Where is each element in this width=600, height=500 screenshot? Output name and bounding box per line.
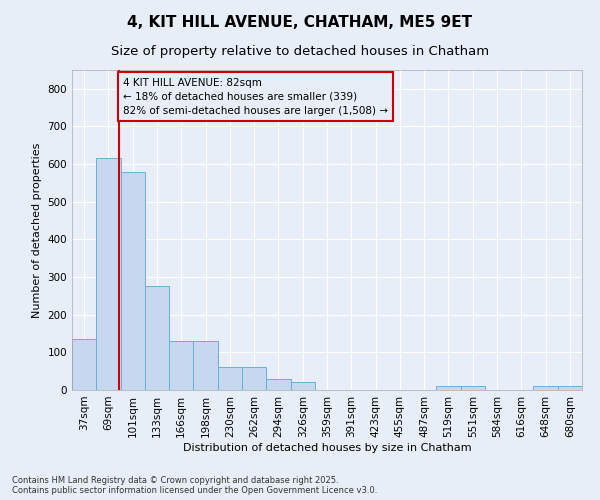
Bar: [145, 286, 169, 390]
Bar: [533, 386, 558, 390]
Bar: [169, 341, 193, 390]
Bar: [266, 378, 290, 390]
Bar: [242, 366, 266, 390]
Bar: [193, 341, 218, 390]
Bar: [121, 172, 145, 390]
Text: 4, KIT HILL AVENUE, CHATHAM, ME5 9ET: 4, KIT HILL AVENUE, CHATHAM, ME5 9ET: [127, 15, 473, 30]
Text: 4 KIT HILL AVENUE: 82sqm
← 18% of detached houses are smaller (339)
82% of semi-: 4 KIT HILL AVENUE: 82sqm ← 18% of detach…: [123, 78, 388, 116]
Bar: [436, 386, 461, 390]
X-axis label: Distribution of detached houses by size in Chatham: Distribution of detached houses by size …: [182, 442, 472, 452]
Text: Size of property relative to detached houses in Chatham: Size of property relative to detached ho…: [111, 45, 489, 58]
Bar: [558, 386, 582, 390]
Text: Contains HM Land Registry data © Crown copyright and database right 2025.
Contai: Contains HM Land Registry data © Crown c…: [12, 476, 377, 495]
Bar: [461, 386, 485, 390]
Y-axis label: Number of detached properties: Number of detached properties: [32, 142, 42, 318]
Bar: [218, 366, 242, 390]
Bar: [96, 158, 121, 390]
Bar: [290, 382, 315, 390]
Bar: [72, 339, 96, 390]
